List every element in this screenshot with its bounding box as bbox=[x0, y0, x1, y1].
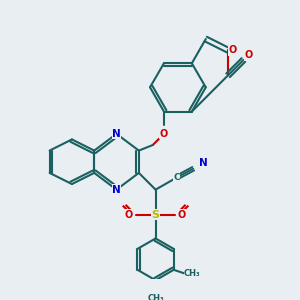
Text: O: O bbox=[178, 210, 186, 220]
Text: CH₃: CH₃ bbox=[147, 294, 164, 300]
Text: N: N bbox=[112, 184, 121, 195]
Text: O: O bbox=[160, 129, 168, 139]
Text: C: C bbox=[173, 172, 180, 182]
Text: S: S bbox=[152, 210, 160, 220]
Text: N: N bbox=[112, 129, 121, 139]
Text: N: N bbox=[199, 158, 207, 168]
Text: CH₃: CH₃ bbox=[184, 269, 201, 278]
Text: O: O bbox=[229, 45, 237, 55]
Text: O: O bbox=[244, 50, 252, 60]
Text: O: O bbox=[125, 210, 133, 220]
